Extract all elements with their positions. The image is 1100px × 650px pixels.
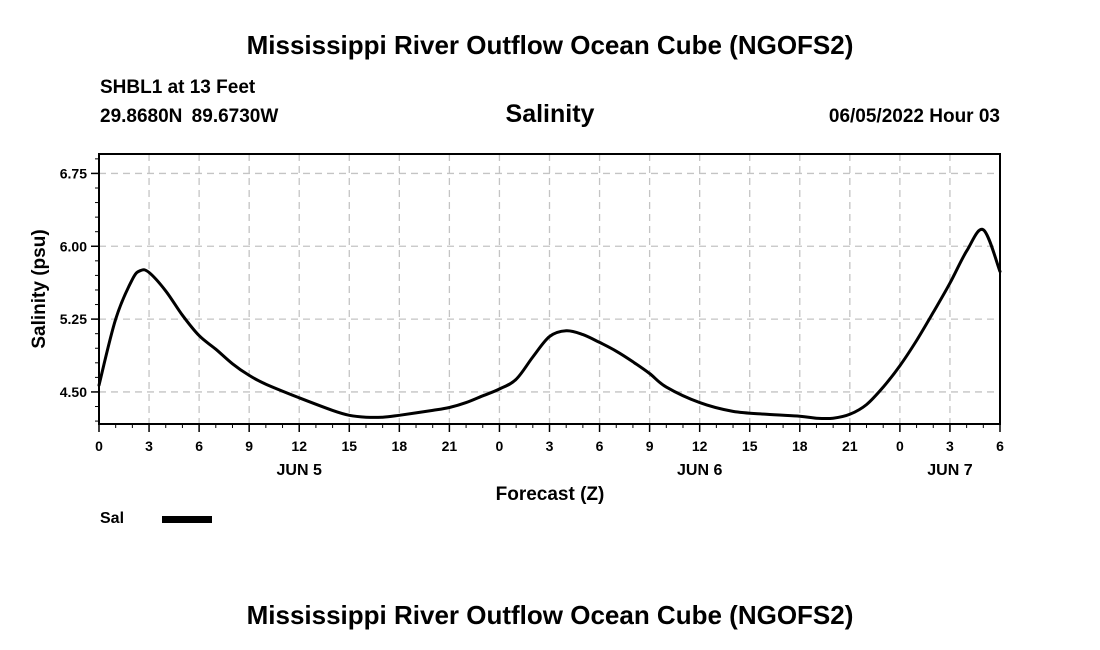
y-tick-label: 6.00 — [60, 238, 87, 254]
x-axis-ticks: 0 3 6 9 12 15 18 21 0 3 6 9 12 15 18 21 0 3 6 — [95, 424, 1004, 454]
legend-swatch — [162, 516, 212, 523]
x-tick-label: 18 — [392, 438, 408, 454]
forecast-datetime: 06/05/2022 Hour 03 — [828, 106, 1000, 127]
x-tick-label: 18 — [792, 438, 808, 454]
y-tick-label: 6.75 — [60, 165, 87, 181]
x-tick-label: 15 — [742, 438, 758, 454]
x-tick-label: 3 — [145, 438, 153, 454]
coordinates-label: 29.8680N 89.6730W — [100, 106, 279, 127]
footer-title: Mississippi River Outflow Ocean Cube (NG… — [246, 600, 854, 630]
x-tick-label: 15 — [341, 438, 357, 454]
date-label: JUN 5 — [277, 462, 322, 479]
x-tick-label: 3 — [946, 438, 954, 454]
y-tick-label: 5.25 — [60, 311, 87, 327]
date-label: JUN 6 — [677, 462, 722, 479]
x-tick-label: 0 — [496, 438, 504, 454]
x-tick-label: 21 — [442, 438, 458, 454]
date-labels: JUN 5 JUN 6 JUN 7 — [277, 462, 973, 479]
x-tick-label: 12 — [291, 438, 307, 454]
y-axis-label: Salinity (psu) — [29, 229, 50, 348]
x-tick-label: 21 — [842, 438, 858, 454]
x-tick-label: 12 — [692, 438, 708, 454]
x-tick-label: 6 — [596, 438, 604, 454]
x-tick-label: 6 — [195, 438, 203, 454]
chart-title: Salinity — [505, 100, 595, 128]
x-tick-label: 9 — [646, 438, 654, 454]
date-label: JUN 7 — [927, 462, 972, 479]
legend-label: Sal — [100, 510, 125, 527]
y-tick-label: 4.50 — [60, 384, 87, 400]
salinity-series-line — [97, 227, 1002, 421]
x-tick-label: 9 — [245, 438, 253, 454]
x-tick-label: 0 — [896, 438, 904, 454]
station-label: SHBL1 at 13 Feet — [100, 77, 256, 98]
y-axis-ticks: 4.50 5.25 6.00 6.75 — [60, 165, 99, 400]
plot-frame — [98, 153, 1001, 425]
figure-title: Mississippi River Outflow Ocean Cube (NG… — [246, 30, 854, 60]
grid — [99, 154, 1000, 424]
x-tick-label: 6 — [996, 438, 1004, 454]
x-tick-label: 3 — [546, 438, 554, 454]
x-tick-label: 0 — [95, 438, 103, 454]
x-axis-label: Forecast (Z) — [496, 484, 605, 505]
